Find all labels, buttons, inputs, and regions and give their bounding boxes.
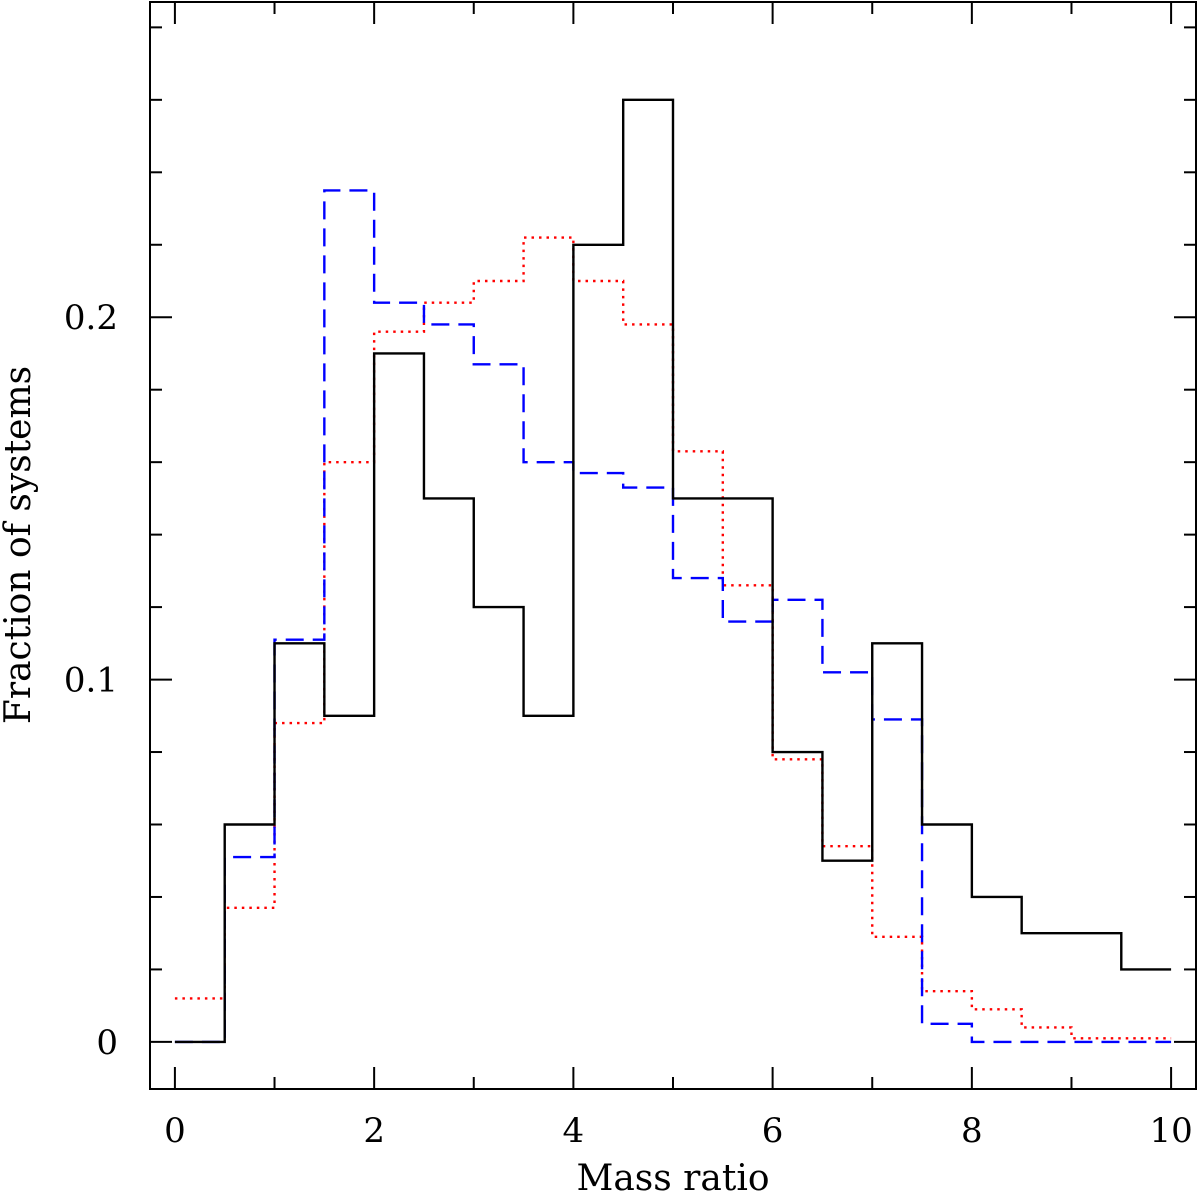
tick-labels: 0 2 4 6 8 10 0 0.1 0.2	[64, 298, 1193, 1151]
series-dashed-line	[174, 189, 1172, 1044]
y-tick-label: 0	[96, 1023, 118, 1063]
x-axis-label: Mass ratio	[576, 1158, 769, 1195]
series-layer	[174, 98, 1172, 1044]
x-tick-label: 0	[164, 1111, 186, 1151]
y-tick-label: 0.1	[64, 661, 118, 701]
axis-ticks	[150, 2, 1196, 1089]
x-tick-label: 10	[1149, 1111, 1192, 1151]
x-tick-label: 2	[363, 1111, 385, 1151]
series-solid-line	[174, 98, 1172, 1044]
y-axis-label: Fraction of systems	[0, 366, 39, 724]
x-tick-label: 6	[762, 1111, 784, 1151]
y-tick-label: 0.2	[64, 298, 118, 338]
x-tick-label: 4	[563, 1111, 585, 1151]
x-tick-label: 8	[961, 1111, 983, 1151]
